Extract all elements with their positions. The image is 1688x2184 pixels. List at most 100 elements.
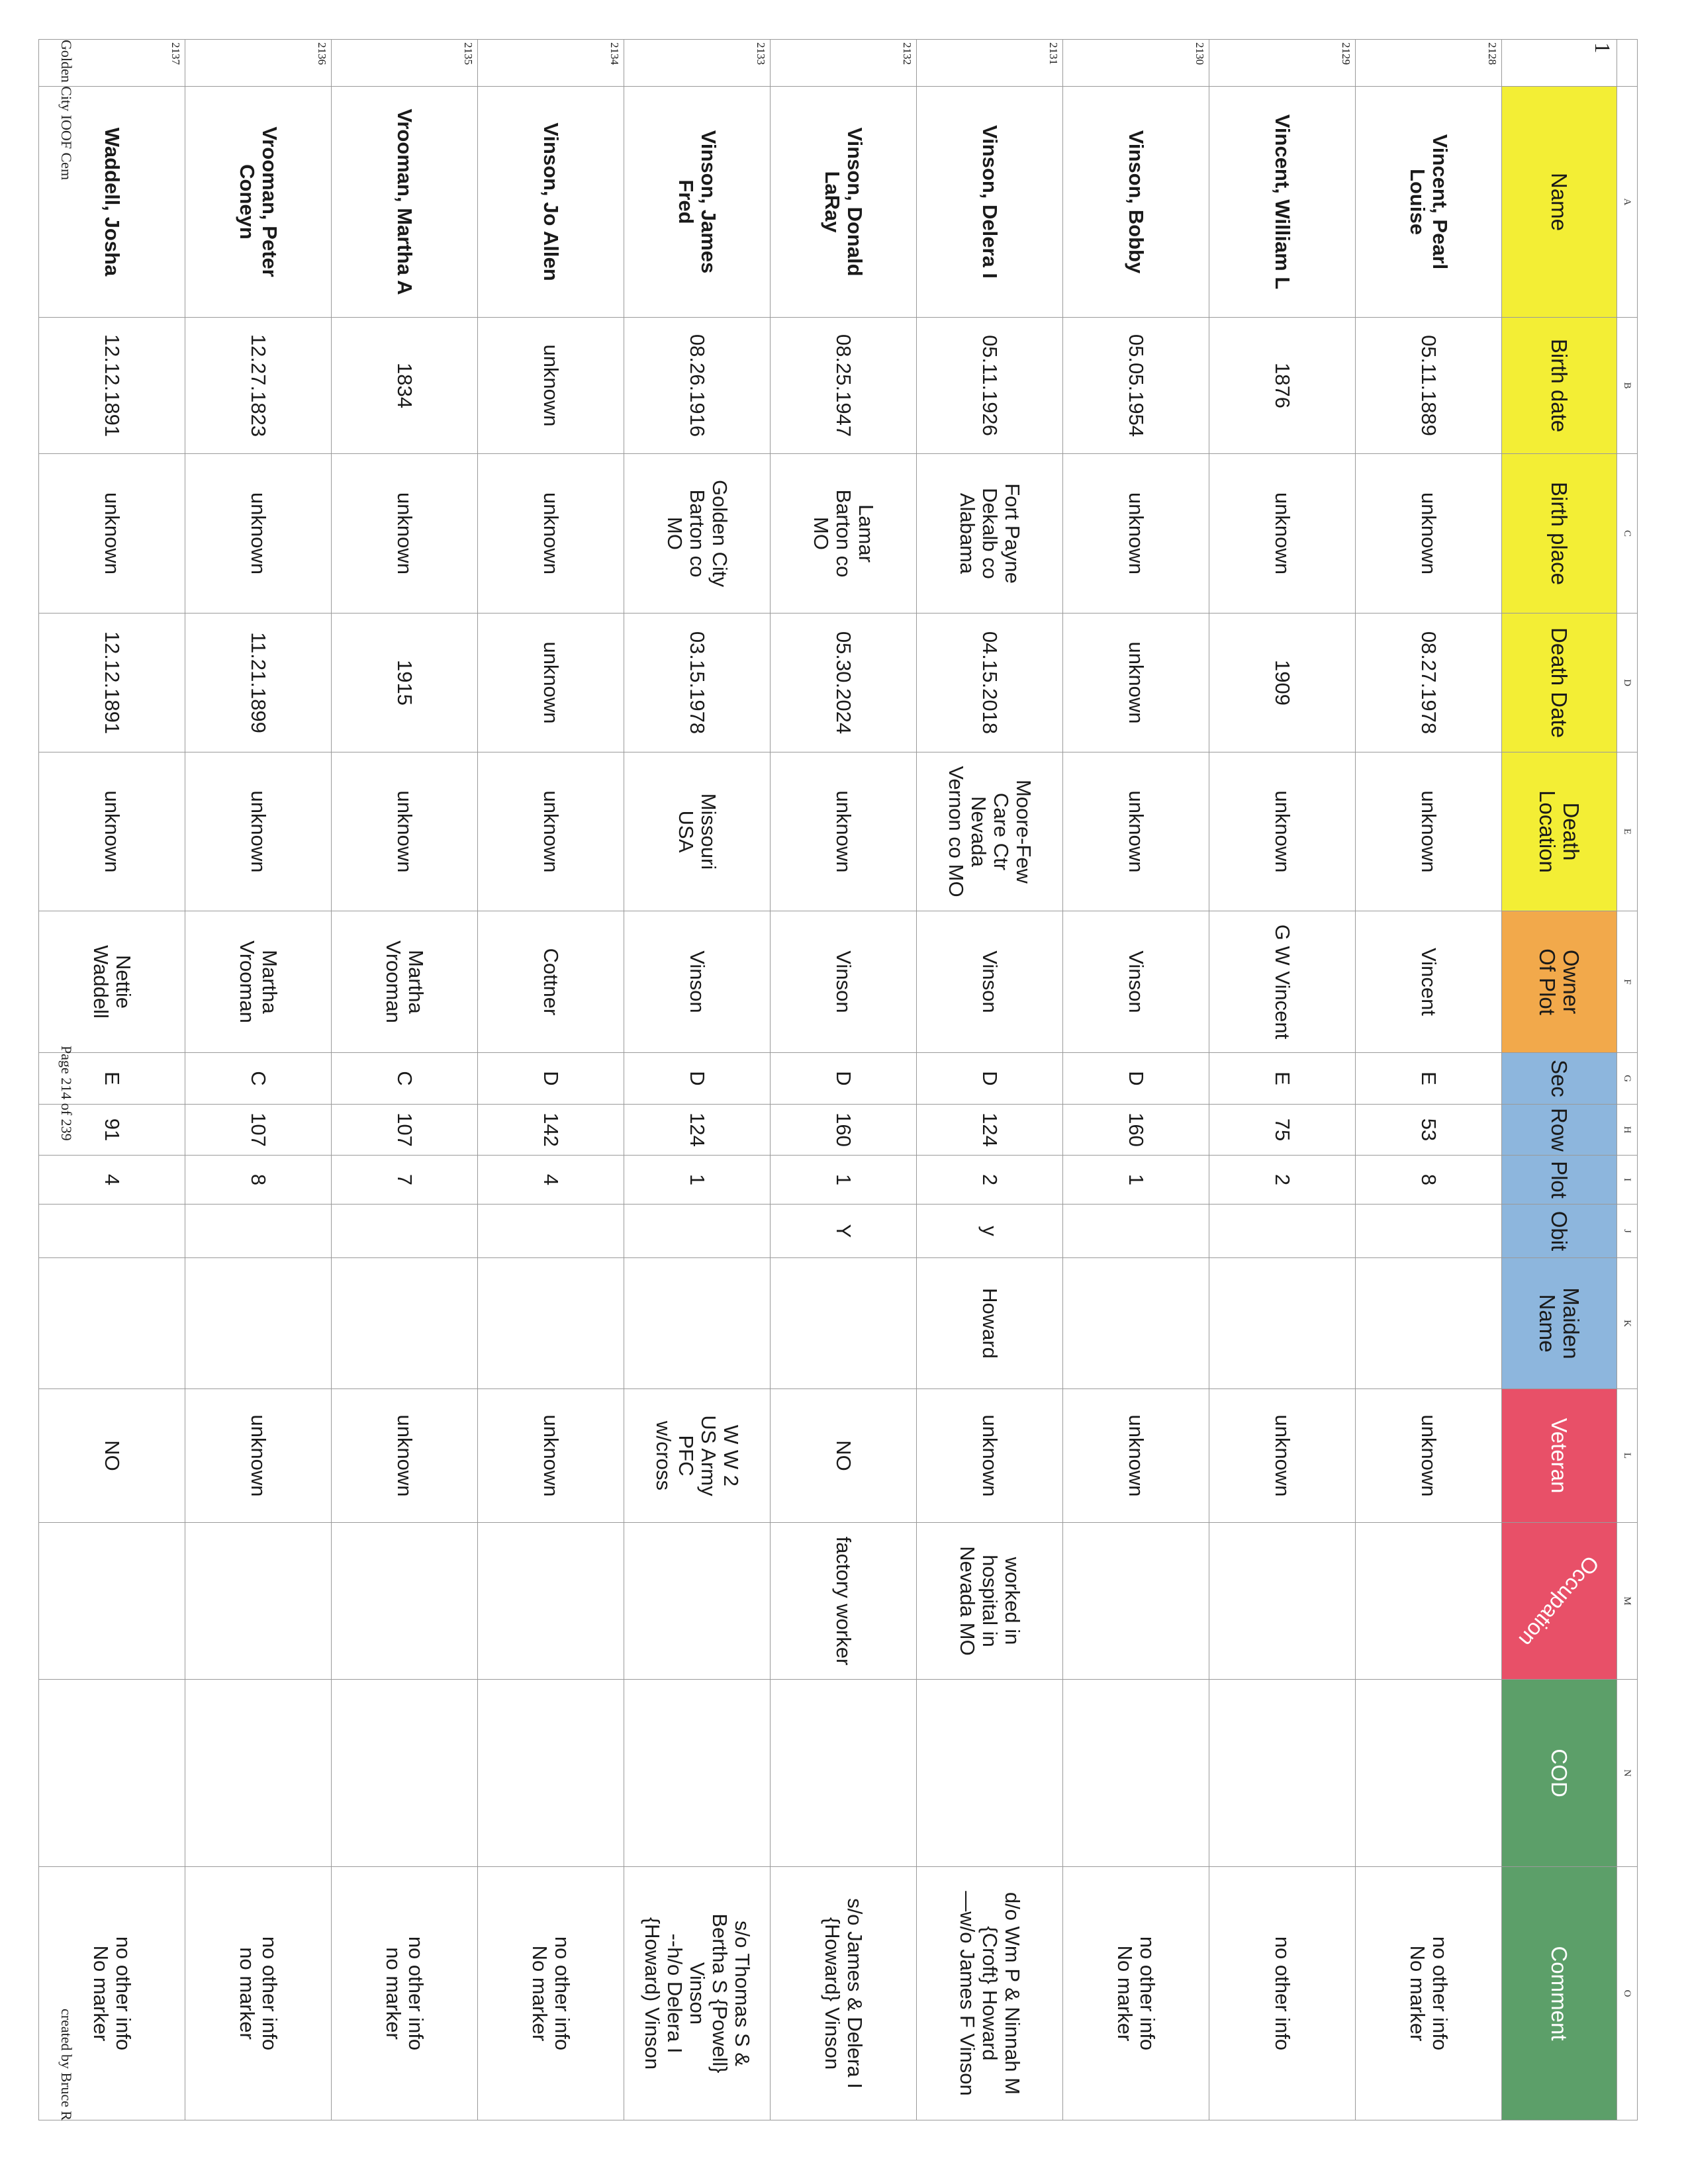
cell-occupation: worked in hospital in Nevada MO xyxy=(916,1522,1063,1680)
cell-sec: E xyxy=(1355,1052,1502,1105)
header-sec-label: Sec xyxy=(1547,1060,1572,1097)
cell-birth-date: 12.12.1891 xyxy=(38,317,185,454)
row-number: 2130 xyxy=(1062,39,1209,87)
cell-death-date: 05.30.2024 xyxy=(770,613,917,752)
cell-death-date: unknown xyxy=(477,613,624,752)
cell-maiden-name xyxy=(185,1257,332,1389)
footer-page-number: Page 214 of 239 xyxy=(58,1046,75,1141)
header-veteran-label: Veteran xyxy=(1547,1418,1572,1494)
cell-occupation xyxy=(1209,1522,1356,1680)
cell-death-location: unknown xyxy=(1209,752,1356,911)
cell-row: 53 xyxy=(1355,1104,1502,1156)
cell-veteran: unknown xyxy=(1062,1388,1209,1523)
cell-maiden-name xyxy=(624,1257,771,1389)
cell-plot: 1 xyxy=(624,1155,771,1205)
row-number: 2128 xyxy=(1355,39,1502,87)
cell-plot: 1 xyxy=(770,1155,917,1205)
cell-comment: s/o James & Delera I {Howard} Vinson xyxy=(770,1866,917,2120)
cell-row: 107 xyxy=(185,1104,332,1156)
cell-birth-place: unknown xyxy=(1062,453,1209,614)
cell-occupation xyxy=(477,1522,624,1680)
cell-death-location: unknown xyxy=(331,752,478,911)
cell-veteran: unknown xyxy=(477,1388,624,1523)
cell-cod xyxy=(624,1679,771,1867)
row-number: 2135 xyxy=(331,39,478,87)
cell-owner-of-plot: Nettie Waddell xyxy=(38,911,185,1053)
cell-row: 75 xyxy=(1209,1104,1356,1156)
column-letter: N xyxy=(1617,1679,1638,1867)
cell-obit xyxy=(38,1204,185,1258)
table-row: 2136 Vrooman, Peter Coneyn 12.27.1823 unkno… xyxy=(185,39,332,2120)
column-letter: M xyxy=(1617,1522,1638,1680)
cell-row: 107 xyxy=(331,1104,478,1156)
cell-name: Vinson, James Fred xyxy=(624,86,771,318)
header-birth-place-label: Birth place xyxy=(1547,482,1572,585)
cell-death-date: 04.15.2018 xyxy=(916,613,1063,752)
cell-row: 142 xyxy=(477,1104,624,1156)
cell-plot: 7 xyxy=(331,1155,478,1205)
cell-veteran: unknown xyxy=(1209,1388,1356,1523)
row-number: 2129 xyxy=(1209,39,1356,87)
cell-comment: no other info no marker xyxy=(331,1866,478,2120)
header-name: Name xyxy=(1501,86,1617,318)
cell-obit xyxy=(624,1204,771,1258)
column-letter: D xyxy=(1617,613,1638,752)
cell-occupation xyxy=(624,1522,771,1680)
cell-occupation xyxy=(38,1522,185,1680)
header-occupation: Occupation xyxy=(1501,1522,1617,1680)
cell-owner-of-plot: G W Vincent xyxy=(1209,911,1356,1053)
header-veteran: Veteran xyxy=(1501,1388,1617,1523)
header-death-location: Death Location xyxy=(1501,752,1617,911)
cell-cod xyxy=(185,1679,332,1867)
column-letter: F xyxy=(1617,911,1638,1053)
cell-death-location: unknown xyxy=(185,752,332,911)
cell-cod xyxy=(770,1679,917,1867)
table-row: 2134 Vinson, Jo Allen unknown unknown unknow… xyxy=(477,39,624,2120)
table-row: 2130 Vinson, Bobby 05.05.1954 unknown unknow… xyxy=(1062,39,1209,2120)
cell-plot: 1 xyxy=(1062,1155,1209,1205)
column-letter: A xyxy=(1617,86,1638,318)
cell-death-location: unknown xyxy=(1355,752,1502,911)
cell-sec: E xyxy=(1209,1052,1356,1105)
cell-name: Vinson, Donald LaRay xyxy=(770,86,917,318)
cell-death-date: 08.27.1978 xyxy=(1355,613,1502,752)
cell-comment: no other info xyxy=(1209,1866,1356,2120)
cell-veteran: unknown xyxy=(1355,1388,1502,1523)
header-owner-of-plot: Owner Of Plot xyxy=(1501,911,1617,1053)
header-name-label: Name xyxy=(1547,172,1572,232)
header-owner-of-plot-label: Owner Of Plot xyxy=(1535,948,1584,1015)
cell-birth-date: unknown xyxy=(477,317,624,454)
burial-records-table: A B C D E F G H I J K L M N O 1 Name Birth date Birth plac… xyxy=(38,39,1638,2120)
cell-birth-date: 08.25.1947 xyxy=(770,317,917,454)
cell-name: Vinson, Delera I xyxy=(916,86,1063,318)
cell-death-date: 1909 xyxy=(1209,613,1356,752)
header-birth-date-label: Birth date xyxy=(1547,338,1572,433)
cell-cod xyxy=(1355,1679,1502,1867)
cell-obit xyxy=(1062,1204,1209,1258)
footer-author: created by Bruce R xyxy=(58,2009,75,2121)
cell-occupation xyxy=(1062,1522,1209,1680)
cell-death-date: 11.21.1899 xyxy=(185,613,332,752)
cell-death-location: unknown xyxy=(1062,752,1209,911)
cell-veteran: unknown xyxy=(185,1388,332,1523)
cell-birth-place: unknown xyxy=(1209,453,1356,614)
cell-death-date: unknown xyxy=(1062,613,1209,752)
cell-sec: D xyxy=(916,1052,1063,1105)
header-cod-label: COD xyxy=(1547,1749,1572,1797)
column-letter: E xyxy=(1617,752,1638,911)
column-letter: C xyxy=(1617,453,1638,614)
cell-owner-of-plot: Vinson xyxy=(770,911,917,1053)
cell-death-location: unknown xyxy=(38,752,185,911)
cell-death-date: 12.12.1891 xyxy=(38,613,185,752)
cell-occupation xyxy=(331,1522,478,1680)
column-letter: I xyxy=(1617,1155,1638,1205)
cell-plot: 2 xyxy=(916,1155,1063,1205)
cell-maiden-name xyxy=(477,1257,624,1389)
header-comment-label: Comment xyxy=(1547,1946,1572,2041)
cell-maiden-name: Howard xyxy=(916,1257,1063,1389)
cell-obit xyxy=(331,1204,478,1258)
cell-owner-of-plot: Martha Vrooman xyxy=(331,911,478,1053)
header-row: 1 Name Birth date Birth place Death Date Deat… xyxy=(1501,39,1617,2120)
cell-plot: 8 xyxy=(185,1155,332,1205)
